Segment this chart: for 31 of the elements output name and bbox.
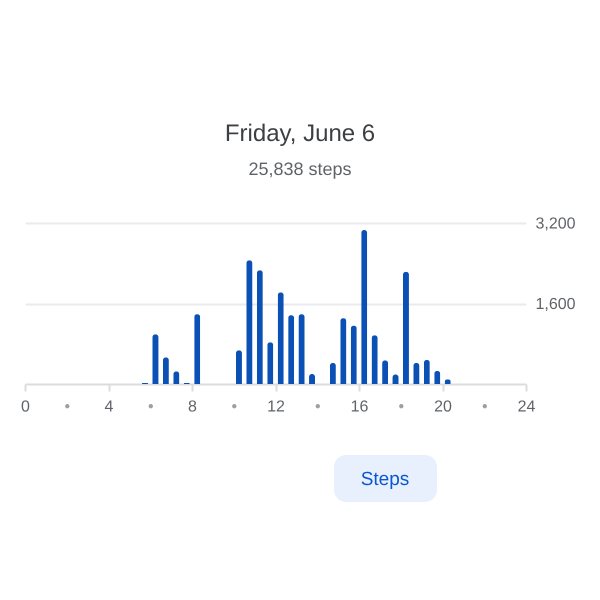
bar (194, 314, 200, 384)
chart-title: Friday, June 6 (224, 120, 376, 147)
x-tick-label: • (64, 398, 70, 416)
bar (152, 334, 158, 384)
bar (402, 272, 409, 384)
bar (361, 230, 368, 384)
x-tick-label: 8 (188, 398, 198, 416)
bar (278, 292, 284, 384)
x-tick-label: • (148, 398, 154, 416)
x-tick-label: 0 (21, 398, 30, 416)
y-tick-label: 1,600 (536, 296, 576, 313)
x-tick-label: • (314, 398, 321, 416)
text: Steps (360, 469, 410, 490)
bar (350, 326, 357, 384)
x-tick-label: • (231, 398, 238, 416)
bar (246, 260, 252, 384)
x-tick-label: • (398, 398, 404, 416)
x-tick-label: 16 (350, 398, 368, 416)
bar (340, 318, 346, 384)
bar (298, 314, 305, 384)
x-tick-label: 4 (104, 398, 114, 416)
y-tick-label: 3,200 (536, 216, 576, 232)
bar (288, 315, 294, 384)
x-tick-label: 24 (518, 398, 536, 416)
x-tick-label: • (482, 398, 488, 416)
bar (256, 270, 263, 384)
bar (372, 335, 378, 384)
x-tick-label: 20 (434, 398, 452, 416)
chart-subtitle: 25,838 steps (248, 159, 352, 179)
x-tick-label: 12 (267, 398, 285, 416)
bar (267, 342, 274, 384)
